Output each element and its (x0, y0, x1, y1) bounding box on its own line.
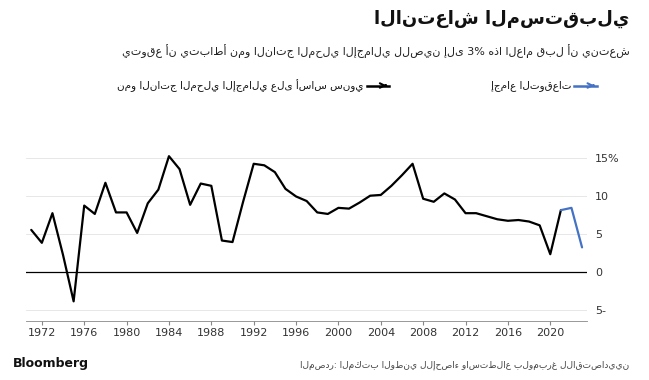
Text: Bloomberg: Bloomberg (13, 358, 89, 370)
Text: الانتعاش المستقبلي: الانتعاش المستقبلي (374, 10, 630, 28)
Text: يتوقع أن يتباطأ نمو الناتج المحلي الإجمالي للصين إلى 3% هذا العام قبل أن ينتعش: يتوقع أن يتباطأ نمو الناتج المحلي الإجما… (122, 44, 630, 58)
Text: إجماع التوقعات: إجماع التوقعات (491, 80, 571, 91)
Text: المصدر: المكتب الوطني للإحصاء واستطلاع بلومبرغ للاقتصاديين: المصدر: المكتب الوطني للإحصاء واستطلاع ب… (300, 361, 630, 370)
Text: نمو الناتج المحلي الإجمالي على أساس سنوي: نمو الناتج المحلي الإجمالي على أساس سنوي (117, 79, 363, 92)
